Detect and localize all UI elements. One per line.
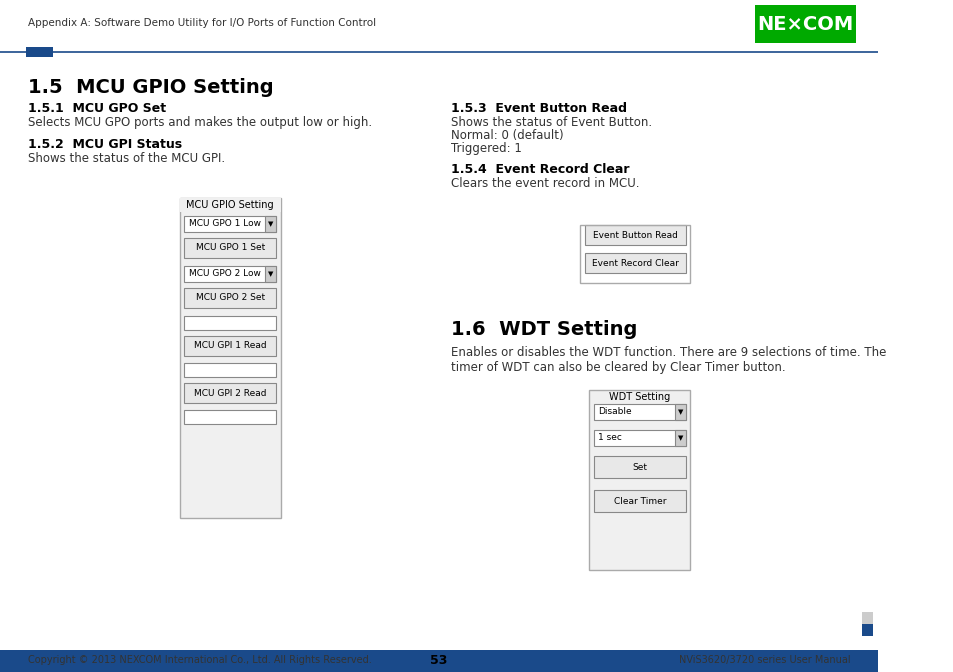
FancyBboxPatch shape: [754, 5, 855, 43]
FancyBboxPatch shape: [184, 288, 275, 308]
Text: ▼: ▼: [677, 409, 682, 415]
Text: 1.5.2  MCU GPI Status: 1.5.2 MCU GPI Status: [28, 138, 182, 151]
FancyBboxPatch shape: [184, 336, 275, 356]
Text: ▼: ▼: [268, 271, 274, 277]
Bar: [0, 650, 878, 672]
Bar: [265, 216, 275, 232]
FancyBboxPatch shape: [184, 266, 275, 282]
Text: Normal: 0 (default): Normal: 0 (default): [451, 129, 563, 142]
FancyBboxPatch shape: [593, 490, 685, 512]
FancyBboxPatch shape: [593, 404, 685, 420]
FancyBboxPatch shape: [584, 253, 685, 273]
FancyBboxPatch shape: [584, 225, 685, 245]
Text: Selects MCU GPO ports and makes the output low or high.: Selects MCU GPO ports and makes the outp…: [28, 116, 372, 129]
Text: ▼: ▼: [268, 221, 274, 227]
Bar: [674, 404, 685, 420]
Bar: [179, 198, 280, 212]
Text: 1.5  MCU GPIO Setting: 1.5 MCU GPIO Setting: [28, 78, 273, 97]
Text: 1.5.4  Event Record Clear: 1.5.4 Event Record Clear: [451, 163, 629, 176]
Text: MCU GPO 1 Low: MCU GPO 1 Low: [189, 220, 260, 228]
FancyBboxPatch shape: [184, 216, 275, 232]
FancyBboxPatch shape: [184, 238, 275, 258]
FancyBboxPatch shape: [179, 198, 280, 518]
Text: Disable: Disable: [598, 407, 631, 417]
Text: NE×COM: NE×COM: [757, 15, 853, 34]
Text: 1.5.3  Event Button Read: 1.5.3 Event Button Read: [451, 102, 626, 115]
Bar: [265, 266, 275, 282]
Text: Triggered: 1: Triggered: 1: [451, 142, 521, 155]
Text: NViS3620/3720 series User Manual: NViS3620/3720 series User Manual: [679, 655, 850, 665]
Bar: [674, 430, 685, 446]
FancyBboxPatch shape: [184, 316, 275, 330]
Text: MCU GPI 2 Read: MCU GPI 2 Read: [193, 388, 266, 398]
Text: Clear Timer: Clear Timer: [613, 497, 665, 505]
Text: MCU GPO 1 Set: MCU GPO 1 Set: [195, 243, 265, 253]
Text: 1.5.1  MCU GPO Set: 1.5.1 MCU GPO Set: [28, 102, 166, 115]
Text: 1 sec: 1 sec: [598, 433, 621, 442]
Text: MCU GPO 2 Low: MCU GPO 2 Low: [189, 269, 260, 278]
FancyBboxPatch shape: [589, 390, 690, 570]
Text: WDT Setting: WDT Setting: [609, 392, 670, 402]
FancyBboxPatch shape: [184, 363, 275, 377]
Text: Event Record Clear: Event Record Clear: [591, 259, 678, 267]
Text: Copyright © 2013 NEXCOM International Co., Ltd. All Rights Reserved.: Copyright © 2013 NEXCOM International Co…: [28, 655, 371, 665]
Text: 1.6  WDT Setting: 1.6 WDT Setting: [451, 320, 637, 339]
Text: Set: Set: [632, 462, 647, 472]
FancyBboxPatch shape: [593, 456, 685, 478]
Text: NE×COM: NE×COM: [10, 616, 71, 630]
Text: Event Button Read: Event Button Read: [592, 230, 677, 239]
Text: MCU GPI 1 Read: MCU GPI 1 Read: [193, 341, 266, 351]
Text: MCU GPO 2 Set: MCU GPO 2 Set: [195, 294, 264, 302]
Text: 53: 53: [430, 653, 447, 667]
Text: Appendix A: Software Demo Utility for I/O Ports of Function Control: Appendix A: Software Demo Utility for I/…: [28, 18, 375, 28]
Text: ▼: ▼: [677, 435, 682, 441]
Text: Shows the status of the MCU GPI.: Shows the status of the MCU GPI.: [28, 152, 225, 165]
Bar: [861, 624, 872, 636]
Text: MCU GPIO Setting: MCU GPIO Setting: [186, 200, 274, 210]
Bar: [26, 47, 53, 57]
Bar: [861, 612, 872, 624]
FancyBboxPatch shape: [593, 430, 685, 446]
FancyBboxPatch shape: [184, 410, 275, 424]
Text: Shows the status of Event Button.: Shows the status of Event Button.: [451, 116, 652, 129]
Text: Enables or disables the WDT function. There are 9 selections of time. The
timer : Enables or disables the WDT function. Th…: [451, 346, 885, 374]
Text: Clears the event record in MCU.: Clears the event record in MCU.: [451, 177, 639, 190]
FancyBboxPatch shape: [184, 383, 275, 403]
